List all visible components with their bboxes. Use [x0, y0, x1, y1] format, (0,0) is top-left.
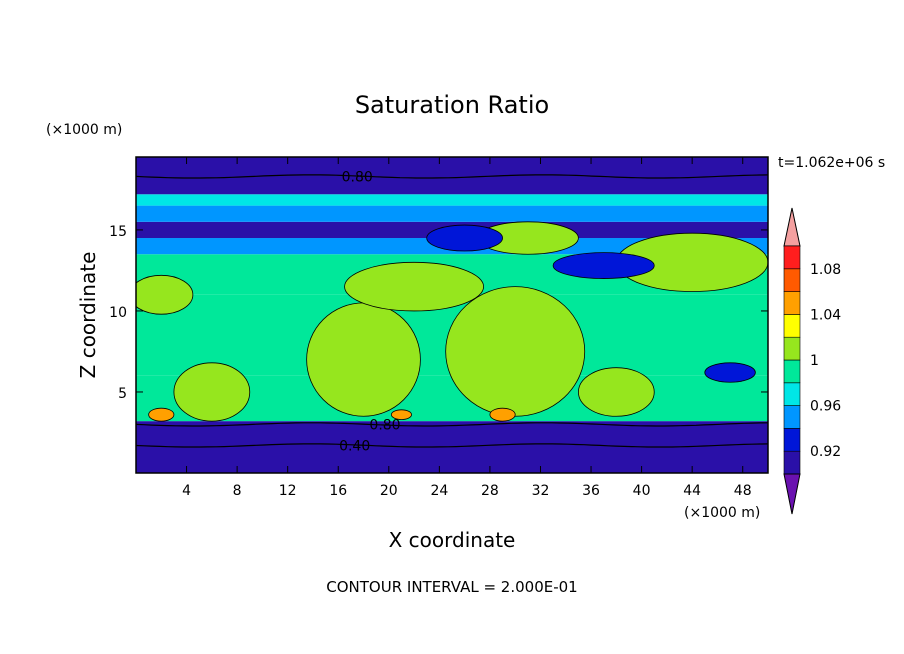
time-label: t=1.062e+06 s — [778, 155, 885, 171]
contour-lines — [136, 174, 768, 448]
colorbar-bin — [783, 245, 801, 270]
y-axis-ticks: 5 10 15 — [109, 224, 768, 402]
colorbar-bin — [783, 291, 801, 315]
dry-region — [426, 224, 503, 252]
cloud-region — [173, 362, 251, 422]
x-tick-label: 16 — [329, 483, 347, 499]
chart-title: Saturation Ratio — [355, 91, 549, 119]
colorbar-bin — [783, 314, 801, 338]
cloud-region — [578, 367, 655, 417]
colorbar-tick-label: 1.04 — [810, 307, 841, 323]
x-tick-label: 32 — [532, 483, 550, 499]
colorbar-bin — [783, 359, 801, 384]
contour-label: 0.80 — [342, 169, 373, 185]
cloud-region — [445, 286, 586, 417]
contour-label: 0.40 — [339, 438, 370, 454]
y-unit-label: (×1000 m) — [46, 122, 122, 138]
colorbar-over-triangle — [783, 207, 801, 247]
moist-region — [390, 409, 412, 420]
x-unit-label: (×1000 m) — [684, 505, 760, 521]
plot-frame — [135, 156, 769, 474]
x-axis-label: X coordinate — [389, 528, 516, 552]
dry-region — [704, 362, 756, 383]
x-tick-label: 24 — [430, 483, 448, 499]
feature-fills — [136, 221, 768, 422]
contour-line — [136, 174, 768, 179]
layer-band — [136, 194, 768, 206]
colorbar-tick-label: 0.96 — [810, 399, 841, 415]
x-tick-label: 48 — [734, 483, 752, 499]
x-tick-label: 44 — [683, 483, 701, 499]
contour-labels: 0.80 0.80 0.40 — [339, 169, 401, 454]
x-tick-label: 36 — [582, 483, 600, 499]
x-tick-label: 20 — [380, 483, 398, 499]
x-tick-label: 8 — [233, 483, 242, 499]
colorbar-bin — [783, 336, 801, 361]
contour-line — [136, 443, 768, 448]
x-tick-label: 4 — [182, 483, 191, 499]
dry-region — [552, 252, 655, 279]
colorbar-bin — [783, 450, 801, 475]
cloud-region — [344, 261, 484, 312]
cloud-region — [136, 274, 194, 315]
layer-band — [136, 205, 768, 222]
cloud-region — [306, 302, 421, 417]
colorbar-bin — [783, 268, 801, 292]
x-tick-label: 12 — [279, 483, 297, 499]
colorbar-bin — [783, 382, 801, 406]
colorbar-bin — [783, 428, 801, 452]
colorbar-tick-label: 0.92 — [810, 444, 841, 460]
y-tick-label: 15 — [109, 224, 127, 240]
colorbar-under-triangle — [783, 473, 801, 515]
colorbar: 0.92 0.96 1 1.04 1.08 — [783, 207, 841, 515]
x-axis-ticks: 4 8 12 16 20 24 28 32 36 40 44 48 — [182, 157, 752, 499]
layer-band — [136, 157, 768, 195]
contour-interval-label: CONTOUR INTERVAL = 2.000E-01 — [326, 578, 577, 596]
y-axis-label: Z coordinate — [76, 252, 100, 379]
moist-region — [489, 407, 516, 422]
contour-line — [136, 422, 768, 427]
contour-label: 0.80 — [369, 417, 400, 433]
y-tick-label: 10 — [109, 305, 127, 321]
plot-area — [136, 157, 768, 473]
x-tick-label: 28 — [481, 483, 499, 499]
moist-region — [148, 407, 175, 422]
colorbar-tick-label: 1.08 — [810, 262, 841, 278]
colorbar-tick-label: 1 — [810, 353, 819, 369]
y-tick-label: 5 — [118, 386, 127, 402]
colorbar-bin — [783, 405, 801, 429]
x-tick-label: 40 — [633, 483, 651, 499]
